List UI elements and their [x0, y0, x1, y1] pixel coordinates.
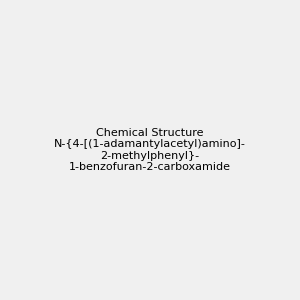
Text: Chemical Structure
N-{4-[(1-adamantylacetyl)amino]-
2-methylphenyl}-
1-benzofura: Chemical Structure N-{4-[(1-adamantylace… — [54, 128, 246, 172]
